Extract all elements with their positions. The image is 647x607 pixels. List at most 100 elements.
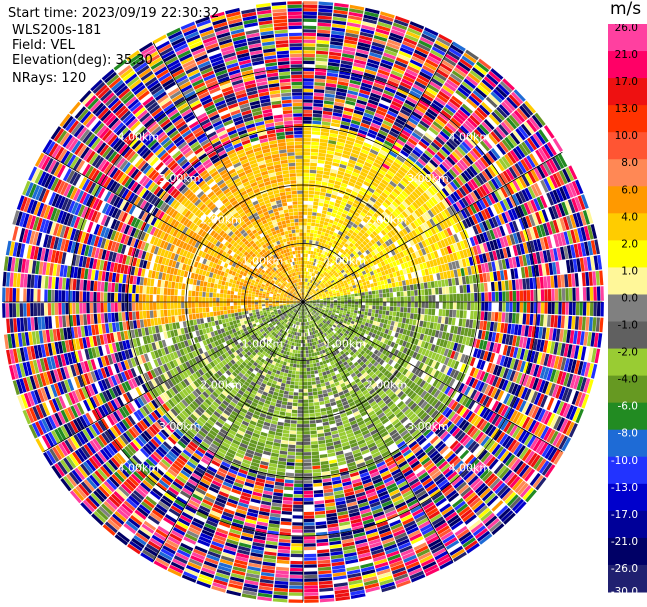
velocity-gate — [455, 222, 463, 232]
velocity-gate — [385, 83, 398, 91]
velocity-gate — [386, 170, 395, 178]
velocity-gate — [463, 302, 467, 310]
velocity-gate — [533, 289, 538, 301]
velocity-gate — [357, 310, 361, 314]
velocity-gate — [472, 319, 477, 329]
velocity-gate — [391, 282, 396, 288]
velocity-gate — [308, 291, 312, 295]
velocity-gate — [381, 270, 386, 276]
velocity-gate — [335, 259, 340, 264]
velocity-gate — [314, 352, 318, 356]
velocity-gate — [460, 172, 470, 182]
velocity-gate — [395, 316, 400, 322]
velocity-gate — [355, 162, 364, 168]
velocity-gate — [484, 195, 493, 206]
velocity-gate — [505, 334, 511, 345]
velocity-gate — [440, 230, 447, 239]
velocity-gate — [303, 197, 308, 201]
velocity-gate — [425, 87, 438, 96]
velocity-gate — [521, 141, 532, 155]
velocity-gate — [477, 211, 485, 222]
velocity-gate — [540, 179, 549, 193]
velocity-gate — [482, 154, 492, 166]
velocity-gate — [596, 286, 601, 301]
velocity-gate — [319, 305, 323, 308]
velocity-gate — [493, 109, 505, 121]
velocity-gate — [293, 504, 303, 509]
velocity-gate — [412, 201, 420, 210]
velocity-gate — [333, 284, 338, 288]
velocity-gate — [331, 224, 337, 229]
velocity-gate — [384, 86, 396, 94]
velocity-gate — [409, 152, 419, 161]
velocity-gate — [312, 110, 323, 114]
velocity-gate — [293, 494, 303, 498]
velocity-gate — [342, 277, 346, 282]
velocity-gate — [376, 172, 385, 179]
velocity-gate — [489, 271, 494, 282]
velocity-gate — [319, 447, 327, 452]
velocity-gate — [517, 161, 527, 174]
velocity-gate — [499, 248, 505, 259]
velocity-gate — [317, 365, 321, 370]
velocity-gate — [362, 75, 375, 82]
velocity-gate — [398, 50, 412, 59]
velocity-gate — [363, 273, 368, 279]
velocity-gate — [491, 261, 497, 272]
velocity-gate — [512, 347, 519, 359]
velocity-gate — [380, 96, 392, 104]
velocity-gate — [396, 253, 402, 259]
velocity-gate — [434, 265, 440, 274]
velocity-gate — [400, 44, 415, 52]
velocity-gate — [466, 167, 475, 178]
velocity-gate — [365, 280, 370, 285]
velocity-gate — [309, 236, 313, 241]
velocity-gate — [427, 55, 441, 65]
velocity-gate — [318, 577, 333, 582]
velocity-gate — [586, 209, 594, 224]
velocity-gate — [327, 143, 336, 148]
velocity-gate — [318, 152, 326, 157]
velocity-gate — [386, 297, 390, 302]
velocity-gate — [472, 235, 479, 246]
velocity-gate — [348, 181, 355, 187]
velocity-gate — [300, 325, 302, 330]
velocity-gate — [407, 273, 412, 280]
velocity-gate — [499, 225, 506, 237]
velocity-gate — [387, 320, 392, 325]
velocity-gate — [312, 298, 316, 300]
velocity-gate — [406, 206, 414, 214]
velocity-gate — [479, 81, 492, 93]
velocity-gate — [421, 308, 425, 315]
velocity-gate — [390, 277, 395, 283]
velocity-gate — [369, 320, 374, 325]
velocity-gate — [565, 167, 575, 182]
velocity-gate — [534, 326, 540, 339]
velocity-gate — [308, 291, 311, 294]
velocity-gate — [506, 96, 518, 109]
velocity-gate — [307, 222, 311, 226]
velocity-gate — [594, 348, 601, 364]
velocity-gate — [547, 289, 552, 301]
velocity-gate — [498, 104, 511, 116]
velocity-gate — [452, 342, 459, 351]
velocity-gate — [330, 298, 334, 301]
velocity-gate — [390, 302, 394, 307]
velocity-gate — [401, 78, 414, 87]
velocity-gate — [412, 149, 422, 158]
velocity-gate — [340, 241, 346, 246]
velocity-gate — [341, 56, 354, 62]
velocity-gate — [300, 361, 303, 365]
velocity-gate — [326, 307, 330, 309]
velocity-gate — [304, 543, 316, 547]
velocity-gate — [555, 188, 564, 202]
velocity-gate — [513, 89, 526, 102]
velocity-gate — [313, 286, 317, 290]
velocity-gate — [396, 286, 400, 292]
velocity-gate — [431, 156, 441, 166]
velocity-gate — [515, 313, 520, 324]
velocity-gate — [405, 267, 411, 274]
velocity-gate — [339, 311, 343, 315]
velocity-gate — [424, 164, 434, 173]
velocity-gate — [478, 254, 484, 264]
